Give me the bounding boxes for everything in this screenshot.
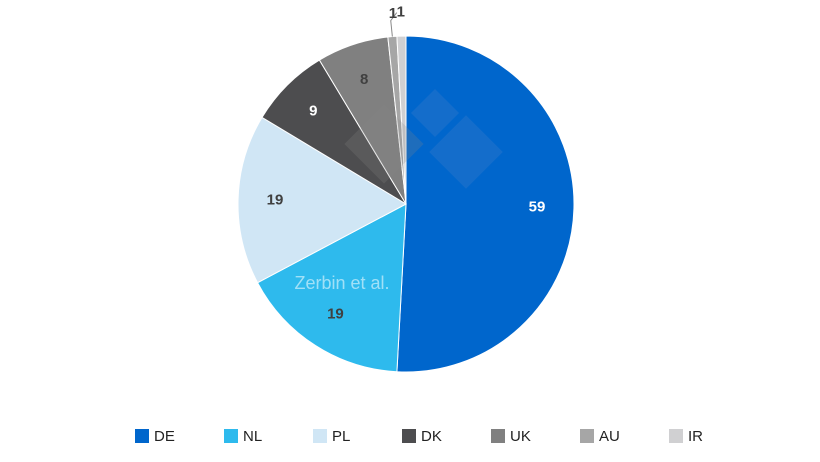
labels: 59 19 19 9 8 11 (267, 4, 546, 323)
legend-swatch (313, 429, 327, 443)
legend-swatch (580, 429, 594, 443)
data-label: 8 (360, 71, 368, 88)
data-label: 9 (309, 102, 317, 119)
data-label: 19 (267, 191, 284, 208)
leader-line (390, 12, 398, 37)
legend-swatch (224, 429, 238, 443)
logo-diamond (410, 88, 460, 138)
legend-label: DK (421, 428, 442, 445)
data-label: 1 (389, 5, 397, 22)
logo-diamond (429, 115, 503, 189)
legend-swatch (135, 429, 149, 443)
legend-label: NL (243, 428, 262, 445)
watermark-logo (344, 88, 503, 189)
pie-slice (396, 35, 407, 205)
data-label: 59 (529, 199, 546, 216)
pie-slice (256, 203, 407, 373)
legend-label: UK (510, 428, 531, 445)
legend-swatch (402, 429, 416, 443)
legend-swatch (491, 429, 505, 443)
legend-label: DE (154, 428, 175, 445)
legend-label: IR (688, 428, 703, 445)
logo-diamond (344, 104, 424, 184)
pie-slice (396, 35, 575, 373)
data-label: 1 (397, 4, 405, 21)
pie-slice (237, 116, 408, 284)
legend-label: AU (599, 428, 620, 445)
slices (237, 35, 575, 373)
legend: DE NL PL DK UK AU IR (135, 428, 703, 445)
legend-label: PL (332, 428, 350, 445)
legend-swatch (669, 429, 683, 443)
data-label: 19 (327, 305, 344, 322)
watermark-text: Zerbin et al. (294, 273, 389, 293)
